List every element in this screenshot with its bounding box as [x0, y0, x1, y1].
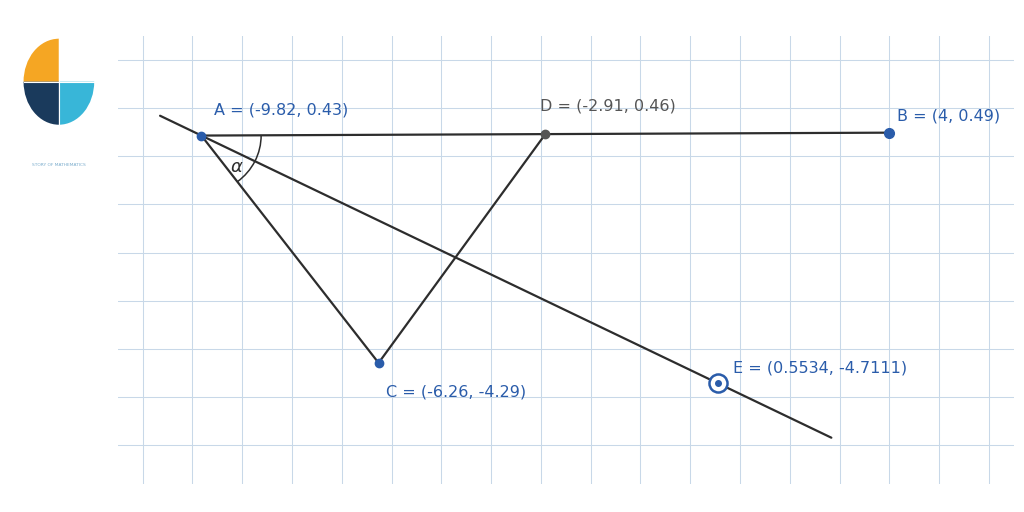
Text: E = (0.5534, -4.7111): E = (0.5534, -4.7111) [733, 361, 907, 376]
Wedge shape [59, 39, 94, 82]
Wedge shape [24, 82, 59, 125]
Text: STORY OF MATHEMATICS: STORY OF MATHEMATICS [32, 163, 86, 167]
Text: B = (4, 0.49): B = (4, 0.49) [897, 109, 999, 124]
Text: C = (-6.26, -4.29): C = (-6.26, -4.29) [386, 385, 526, 399]
Wedge shape [58, 82, 94, 125]
Wedge shape [24, 39, 59, 82]
Text: A = (-9.82, 0.43): A = (-9.82, 0.43) [214, 102, 348, 117]
Text: SOM: SOM [39, 133, 79, 148]
Text: α: α [230, 158, 242, 176]
Text: D = (-2.91, 0.46): D = (-2.91, 0.46) [541, 99, 676, 114]
